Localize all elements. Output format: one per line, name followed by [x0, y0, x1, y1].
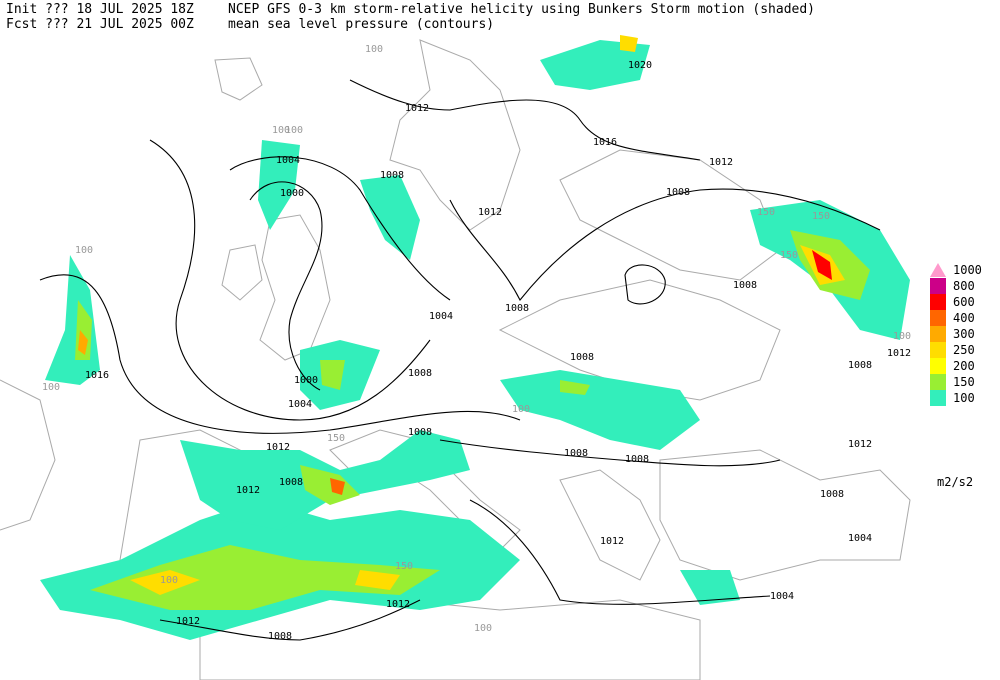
isobar-label: 1008 — [505, 303, 529, 314]
legend-label: 800 — [953, 279, 975, 293]
isobar-label: 1008 — [625, 454, 649, 465]
legend-swatch — [930, 278, 946, 294]
legend-label: 300 — [953, 327, 975, 341]
shading-label: 100 — [272, 125, 290, 136]
isobar-label: 1004 — [429, 311, 453, 322]
isobar-label: 1008 — [570, 352, 594, 363]
title-shaded: NCEP GFS 0-3 km storm-relative helicity … — [228, 2, 815, 17]
isobar-label: 1008 — [408, 368, 432, 379]
legend-label: 250 — [953, 343, 975, 357]
shading-label: 150 — [395, 561, 413, 572]
isobar-label: 1004 — [276, 155, 300, 166]
isobar-label: 1012 — [478, 207, 502, 218]
shading-label: 150 — [780, 250, 798, 261]
legend-label: 200 — [953, 359, 975, 373]
legend-label: 600 — [953, 295, 975, 309]
isobar-label: 1020 — [628, 60, 652, 71]
legend-label: 1000 — [953, 263, 982, 277]
shading-label: 100 — [893, 331, 911, 342]
isobar-label: 1008 — [408, 427, 432, 438]
isobar-label: 1012 — [386, 599, 410, 610]
isobar-label: 1008 — [380, 170, 404, 181]
legend-swatch — [930, 326, 946, 342]
isobar-label: 1012 — [600, 536, 624, 547]
shading-label: 100 — [474, 623, 492, 634]
isobar-label: 1008 — [820, 489, 844, 500]
shading-label: 100 — [42, 382, 60, 393]
isobar-label: 1000 — [294, 375, 318, 386]
isobar-label: 1000 — [280, 188, 304, 199]
shaded-helicity — [40, 35, 910, 640]
isobar-label: 1004 — [288, 399, 312, 410]
isobar-label: 1008 — [848, 360, 872, 371]
isobar-label: 1008 — [268, 631, 292, 642]
shading-label: 150 — [327, 433, 345, 444]
legend: m2/s2 1000 800 600 400 300 250 200 150 100 — [930, 263, 982, 489]
isobar-label: 1016 — [593, 137, 617, 148]
legend-swatch — [930, 294, 946, 310]
isobar-label: 1012 — [848, 439, 872, 450]
legend-swatch — [930, 374, 946, 390]
legend-swatch — [930, 390, 946, 406]
legend-swatch — [930, 358, 946, 374]
isobar-label: 1012 — [266, 442, 290, 453]
isobar-label: 1012 — [176, 616, 200, 627]
title-contours: mean sea level pressure (contours) — [228, 17, 494, 32]
legend-label: 100 — [953, 391, 975, 405]
isobar-label: 1012 — [405, 103, 429, 114]
shading-label: 100 — [285, 125, 303, 136]
isobar-label: 1012 — [887, 348, 911, 359]
isobar-label: 1008 — [279, 477, 303, 488]
legend-swatch — [930, 342, 946, 358]
legend-unit: m2/s2 — [937, 475, 973, 489]
shading-label: 100 — [160, 575, 178, 586]
isobar-label: 1004 — [848, 533, 872, 544]
isobar-label: 1012 — [236, 485, 260, 496]
forecast-time: Fcst ??? 21 JUL 2025 00Z — [6, 17, 194, 32]
legend-swatch — [930, 263, 946, 277]
isobar-label: 1008 — [666, 187, 690, 198]
isobar-label: 1008 — [733, 280, 757, 291]
isobar-label: 1012 — [709, 157, 733, 168]
shading-label: 100 — [512, 404, 530, 415]
isobars — [39, 79, 881, 641]
shading-label: 100 — [365, 44, 383, 55]
legend-swatch — [930, 310, 946, 326]
shading-label: 150 — [812, 211, 830, 222]
map-labels: 1020 1012 1016 1012 1004 1008 1000 1012 1008 1008… — [42, 44, 911, 642]
legend-label: 150 — [953, 375, 975, 389]
isobar-label: 1016 — [85, 370, 109, 381]
init-time: Init ??? 18 JUL 2025 18Z — [6, 2, 194, 17]
legend-label: 400 — [953, 311, 975, 325]
isobar-label: 1004 — [770, 591, 794, 602]
shading-label: 100 — [75, 245, 93, 256]
shading-label: 150 — [757, 207, 775, 218]
isobar-label: 1008 — [564, 448, 588, 459]
